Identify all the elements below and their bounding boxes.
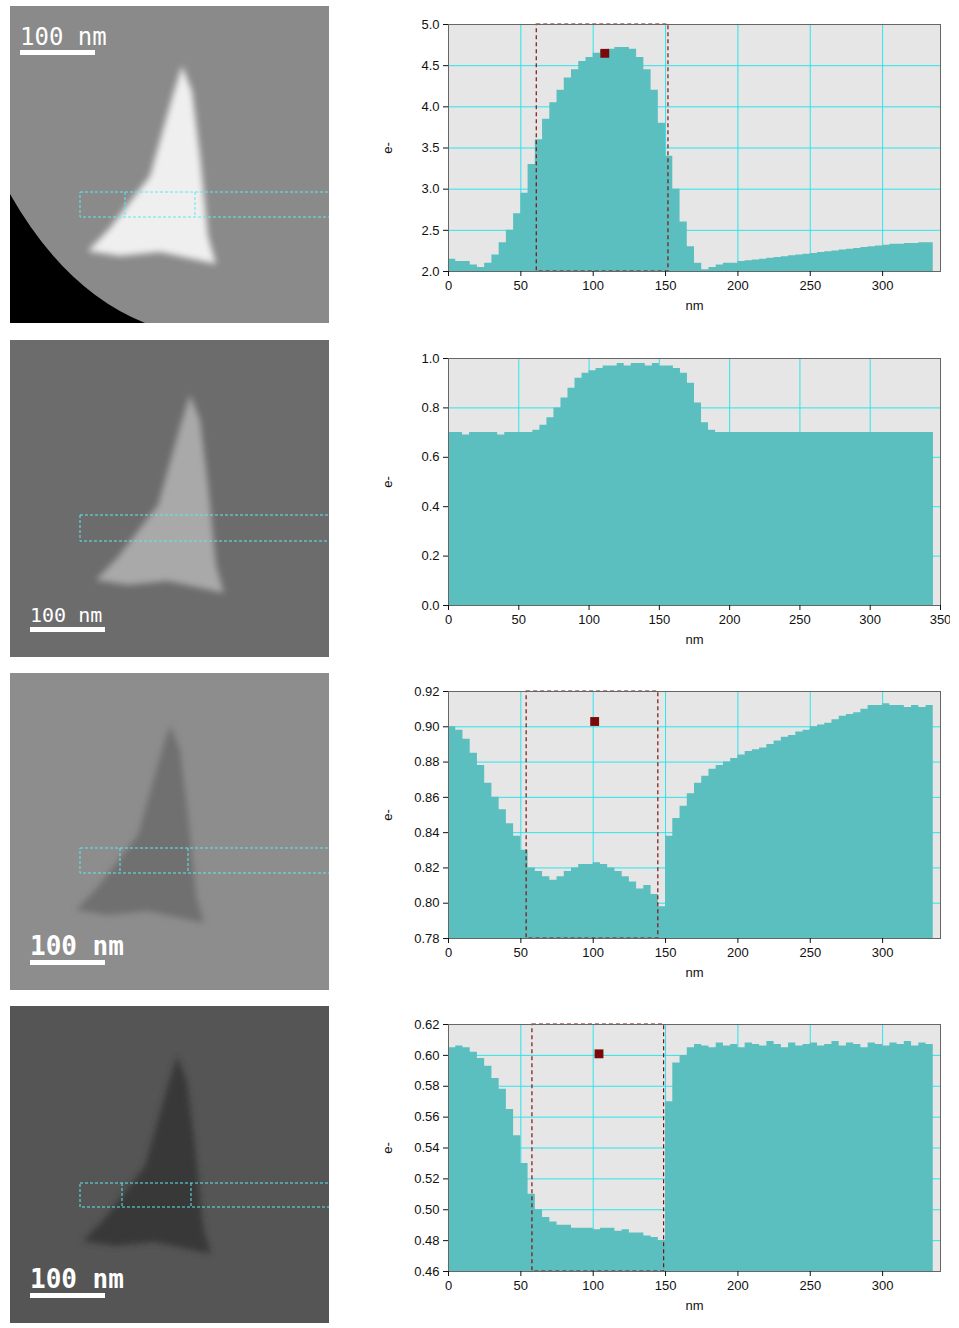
svg-text:e-: e- <box>380 1142 395 1154</box>
svg-text:0.58: 0.58 <box>414 1078 439 1093</box>
svg-text:250: 250 <box>799 278 821 293</box>
svg-text:300: 300 <box>872 945 894 960</box>
svg-text:0.84: 0.84 <box>414 825 439 840</box>
svg-text:200: 200 <box>719 612 741 627</box>
svg-text:2.5: 2.5 <box>421 222 439 237</box>
svg-text:e-: e- <box>380 476 395 488</box>
svg-text:100: 100 <box>582 1278 604 1293</box>
svg-text:150: 150 <box>655 945 677 960</box>
svg-text:0.8: 0.8 <box>421 400 439 415</box>
svg-text:300: 300 <box>872 1278 894 1293</box>
svg-text:0.4: 0.4 <box>421 499 439 514</box>
svg-text:100 nm: 100 nm <box>20 23 107 51</box>
svg-text:0.90: 0.90 <box>414 719 439 734</box>
svg-text:100 nm: 100 nm <box>30 1264 124 1294</box>
svg-text:0.54: 0.54 <box>414 1140 439 1155</box>
svg-text:50: 50 <box>512 612 526 627</box>
svg-text:nm: nm <box>685 1298 703 1313</box>
svg-text:0.56: 0.56 <box>414 1109 439 1124</box>
svg-text:150: 150 <box>655 1278 677 1293</box>
svg-text:3.0: 3.0 <box>421 181 439 196</box>
svg-text:250: 250 <box>799 945 821 960</box>
svg-text:250: 250 <box>799 1278 821 1293</box>
svg-text:100 nm: 100 nm <box>30 603 102 627</box>
svg-text:350: 350 <box>930 612 950 627</box>
svg-text:50: 50 <box>514 945 528 960</box>
svg-text:4.0: 4.0 <box>421 99 439 114</box>
svg-text:0: 0 <box>445 945 452 960</box>
svg-text:300: 300 <box>872 278 894 293</box>
svg-text:100: 100 <box>582 945 604 960</box>
svg-text:0.82: 0.82 <box>414 860 439 875</box>
svg-text:0.88: 0.88 <box>414 754 439 769</box>
svg-text:100: 100 <box>582 278 604 293</box>
svg-text:0.92: 0.92 <box>414 684 439 699</box>
svg-text:150: 150 <box>649 612 671 627</box>
svg-text:0: 0 <box>445 1278 452 1293</box>
svg-text:0.48: 0.48 <box>414 1233 439 1248</box>
svg-text:0.6: 0.6 <box>421 449 439 464</box>
svg-text:nm: nm <box>685 965 703 980</box>
svg-text:100: 100 <box>578 612 600 627</box>
svg-text:50: 50 <box>514 1278 528 1293</box>
svg-text:0.60: 0.60 <box>414 1048 439 1063</box>
svg-text:0.52: 0.52 <box>414 1171 439 1186</box>
svg-text:150: 150 <box>655 278 677 293</box>
svg-text:300: 300 <box>859 612 881 627</box>
svg-text:nm: nm <box>685 298 703 313</box>
svg-text:0.0: 0.0 <box>421 598 439 613</box>
svg-text:0.2: 0.2 <box>421 548 439 563</box>
svg-text:200: 200 <box>727 1278 749 1293</box>
svg-text:1.0: 1.0 <box>421 351 439 366</box>
svg-text:0.46: 0.46 <box>414 1264 439 1279</box>
svg-text:0.78: 0.78 <box>414 931 439 946</box>
svg-text:250: 250 <box>789 612 811 627</box>
svg-text:0.62: 0.62 <box>414 1017 439 1032</box>
svg-text:0: 0 <box>445 612 452 627</box>
svg-text:e-: e- <box>380 809 395 821</box>
svg-text:0.80: 0.80 <box>414 895 439 910</box>
svg-text:50: 50 <box>514 278 528 293</box>
svg-text:nm: nm <box>685 632 703 647</box>
svg-text:5.0: 5.0 <box>421 17 439 32</box>
svg-text:0.50: 0.50 <box>414 1202 439 1217</box>
svg-text:2.0: 2.0 <box>421 264 439 279</box>
svg-text:100 nm: 100 nm <box>30 931 124 961</box>
svg-text:0.86: 0.86 <box>414 790 439 805</box>
svg-text:0: 0 <box>445 278 452 293</box>
svg-text:4.5: 4.5 <box>421 58 439 73</box>
svg-text:e-: e- <box>380 142 395 154</box>
svg-text:200: 200 <box>727 945 749 960</box>
svg-text:200: 200 <box>727 278 749 293</box>
svg-text:3.5: 3.5 <box>421 140 439 155</box>
